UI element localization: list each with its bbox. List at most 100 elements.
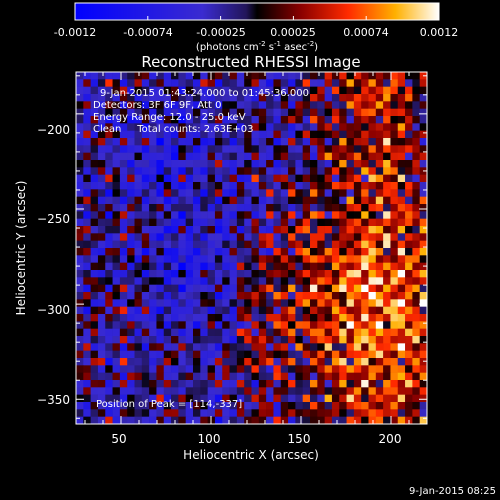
heatmap-pixel	[310, 284, 318, 293]
heatmap-pixel	[236, 233, 245, 241]
heatmap-pixel	[193, 409, 201, 417]
heatmap-pixel	[229, 189, 238, 197]
heatmap-pixel	[90, 79, 99, 87]
heatmap-pixel	[310, 255, 318, 263]
heatmap-pixel	[236, 160, 245, 168]
heatmap-pixel	[251, 79, 260, 87]
heatmap-pixel	[375, 86, 384, 95]
heatmap-pixel	[390, 372, 399, 381]
heatmap-pixel	[273, 123, 282, 131]
heatmap-pixel	[229, 211, 238, 219]
heatmap-pixel	[156, 416, 165, 424]
heatmap-pixel	[375, 94, 384, 102]
heatmap-pixel	[397, 123, 406, 131]
heatmap-pixel	[280, 94, 289, 102]
heatmap-pixel	[90, 204, 99, 212]
heatmap-pixel	[97, 101, 106, 109]
heatmap-pixel	[222, 284, 230, 293]
colorbar-tick-label: 0.00074	[343, 26, 389, 39]
heatmap-pixel	[339, 79, 347, 87]
heatmap-pixel	[383, 255, 391, 263]
heatmap-pixel	[149, 240, 157, 249]
heatmap-pixel	[97, 79, 106, 87]
heatmap-pixel	[280, 79, 289, 87]
heatmap-pixel	[163, 321, 172, 329]
heatmap-pixel	[331, 196, 340, 205]
heatmap-pixel	[346, 262, 355, 271]
heatmap-pixel	[244, 387, 252, 395]
heatmap-pixel	[119, 270, 128, 278]
heatmap-pixel	[397, 116, 406, 124]
heatmap-pixel	[149, 79, 157, 87]
heatmap-pixel	[295, 336, 303, 344]
heatmap-pixel	[244, 196, 252, 205]
heatmap-pixel	[200, 248, 208, 256]
heatmap-pixel	[222, 130, 230, 139]
heatmap-pixel	[412, 123, 420, 131]
heatmap-pixel	[105, 277, 113, 285]
heatmap-pixel	[214, 86, 223, 95]
heatmap-pixel	[390, 123, 399, 131]
heatmap-pixel	[361, 277, 369, 285]
heatmap-pixel	[302, 174, 311, 183]
heatmap-pixel	[383, 145, 391, 153]
heatmap-pixel	[375, 350, 384, 359]
heatmap-pixel	[200, 299, 208, 307]
heatmap-pixel	[288, 72, 296, 80]
heatmap-pixel	[361, 372, 369, 381]
heatmap-pixel	[258, 116, 267, 124]
heatmap-pixel	[288, 387, 296, 395]
heatmap-pixel	[361, 343, 369, 351]
heatmap-pixel	[200, 387, 208, 395]
heatmap-pixel	[251, 167, 260, 175]
heatmap-pixel	[273, 116, 282, 124]
heatmap-pixel	[368, 138, 377, 146]
heatmap-pixel	[383, 299, 391, 307]
heatmap-pixel	[90, 292, 99, 300]
heatmap-pixel	[156, 72, 165, 80]
heatmap-pixel	[83, 145, 91, 153]
heatmap-pixel	[83, 321, 91, 329]
heatmap-pixel	[288, 255, 296, 263]
heatmap-pixel	[83, 174, 91, 183]
heatmap-pixel	[236, 284, 245, 293]
heatmap-pixel	[280, 116, 289, 124]
heatmap-pixel	[288, 233, 296, 241]
heatmap-pixel	[353, 138, 362, 146]
heatmap-pixel	[310, 72, 318, 80]
heatmap-pixel	[200, 196, 208, 205]
heatmap-pixel	[222, 314, 230, 322]
heatmap-pixel	[288, 218, 296, 227]
heatmap-pixel	[258, 152, 267, 161]
heatmap-pixel	[266, 138, 274, 146]
chart-title: Reconstructed RHESSI Image	[141, 53, 360, 71]
heatmap-pixel	[324, 123, 333, 131]
heatmap-pixel	[214, 277, 223, 285]
heatmap-pixel	[112, 182, 121, 190]
heatmap-pixel	[83, 116, 91, 124]
heatmap-pixel	[295, 123, 303, 131]
heatmap-pixel	[76, 130, 84, 139]
heatmap-pixel	[236, 255, 245, 263]
heatmap-pixel	[251, 72, 260, 80]
heatmap-pixel	[207, 380, 216, 388]
heatmap-pixel	[214, 270, 223, 278]
heatmap-pixel	[339, 130, 347, 139]
heatmap-pixel	[163, 416, 172, 424]
heatmap-pixel	[368, 409, 377, 417]
heatmap-pixel	[127, 152, 135, 161]
heatmap-pixel	[229, 372, 238, 381]
heatmap-pixel	[317, 196, 325, 205]
heatmap-pixel	[251, 380, 260, 388]
heatmap-pixel	[83, 86, 91, 95]
heatmap-pixel	[112, 284, 121, 293]
heatmap-pixel	[346, 409, 355, 417]
heatmap-pixel	[302, 255, 311, 263]
heatmap-pixel	[375, 328, 384, 337]
heatmap-pixel	[156, 328, 165, 337]
heatmap-pixel	[266, 306, 274, 315]
heatmap-pixel	[185, 387, 194, 395]
heatmap-pixel	[390, 218, 399, 227]
heatmap-pixel	[339, 167, 347, 175]
heatmap-pixel	[141, 314, 150, 322]
